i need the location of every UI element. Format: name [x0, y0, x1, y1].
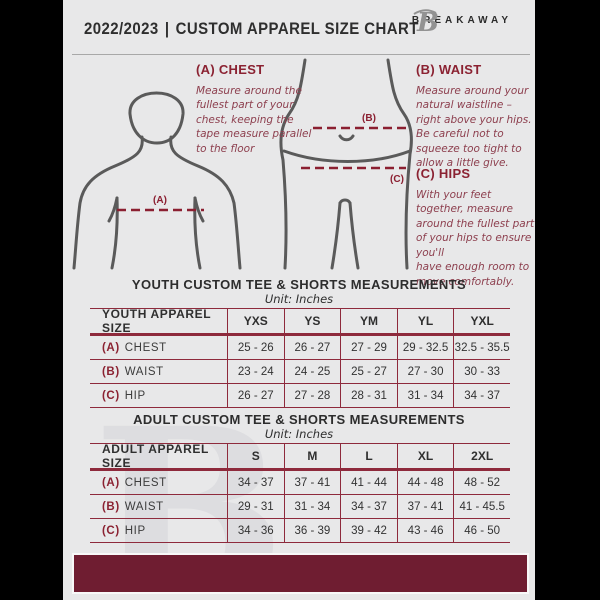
table-header-row: ADULT APPAREL SIZE S M L XL 2XL: [90, 442, 510, 470]
row-label-text: WAIST: [124, 500, 164, 513]
table-header-row: YOUTH APPAREL SIZE YXS YS YM YL YXL: [90, 307, 510, 335]
measurement-value-cell: 48 - 52: [453, 471, 510, 494]
measurement-value-cell: 41 - 44: [340, 471, 397, 494]
footer-bar: [72, 553, 529, 594]
measurement-row-label: (C) HIP: [90, 384, 227, 407]
table-header-label: YOUTH APPAREL SIZE: [102, 307, 211, 335]
measurement-value-cell: 28 - 31: [340, 384, 397, 407]
row-label-text: CHEST: [124, 341, 167, 354]
measurement-value-cell: 41 - 45.5: [453, 495, 510, 518]
size-column-header: M: [283, 444, 341, 468]
measurement-value-cell: 31 - 34: [283, 495, 341, 518]
table-row: (C) HIP 34 - 36 36 - 39 39 - 42 43 - 46 46 - 5…: [90, 518, 510, 543]
row-marker-prefix: (C): [102, 389, 120, 402]
measurement-value-cell: 25 - 27: [340, 360, 397, 383]
measurement-value-cell: 27 - 29: [340, 336, 397, 359]
page-title: 2022/2023 | CUSTOM APPAREL SIZE CHART: [84, 19, 419, 39]
chart-title: CUSTOM APPAREL SIZE CHART: [175, 19, 419, 38]
table-row: (A) CHEST 34 - 37 37 - 41 41 - 44 44 - 48 48 -…: [90, 470, 510, 494]
hips-instruction-heading: (C) HIPS: [416, 166, 471, 181]
row-label-text: CHEST: [124, 476, 167, 489]
row-marker-prefix: (A): [102, 476, 120, 489]
brand-name: BREAKAWAY: [411, 15, 512, 26]
adult-size-table: ADULT APPAREL SIZE S M L XL 2XL (A) CHEST 34 - 3…: [90, 442, 510, 543]
hip-marker-label: (C): [390, 174, 404, 185]
season-label: 2022/2023: [84, 19, 159, 38]
size-column-header: YXL: [453, 309, 510, 333]
row-marker-prefix: (C): [102, 524, 120, 537]
measurement-value-cell: 34 - 37: [340, 495, 397, 518]
measurement-value-cell: 31 - 34: [396, 384, 454, 407]
size-column-header: YM: [340, 309, 397, 333]
size-column-header: 2XL: [453, 444, 510, 468]
measurement-value-cell: 30 - 33: [453, 360, 510, 383]
measurement-value-cell: 37 - 41: [396, 495, 454, 518]
table-row: (B) WAIST 23 - 24 24 - 25 25 - 27 27 - 30 30 -…: [90, 359, 510, 383]
size-column-header: XL: [396, 444, 454, 468]
measurement-value-cell: 29 - 31: [227, 495, 284, 518]
measurement-value-cell: 27 - 30: [396, 360, 454, 383]
size-column-header: YXS: [227, 309, 284, 333]
measurement-value-cell: 26 - 27: [227, 384, 284, 407]
chest-instruction-heading: (A) CHEST: [196, 62, 265, 77]
title-separator: |: [164, 19, 170, 38]
row-marker-prefix: (A): [102, 341, 120, 354]
youth-table-title: YOUTH CUSTOM TEE & SHORTS MEASUREMENTS: [131, 277, 467, 292]
measurement-value-cell: 46 - 50: [453, 519, 510, 542]
measurement-value-cell: 39 - 42: [340, 519, 397, 542]
measurement-value-cell: 44 - 48: [396, 471, 454, 494]
brand-logo: B BREAKAWAY: [411, 8, 512, 38]
lower-body-diagram: (B) (C): [279, 58, 413, 270]
measurement-value-cell: 34 - 37: [227, 471, 284, 494]
breakaway-b-monogram-icon: B: [413, 8, 439, 38]
row-label-text: WAIST: [124, 365, 164, 378]
adult-table-unit: Unit: Inches: [264, 427, 334, 441]
youth-table-unit: Unit: Inches: [264, 292, 334, 306]
measurement-value-cell: 32.5 - 35.5: [453, 336, 510, 359]
measurement-value-cell: 26 - 27: [283, 336, 341, 359]
size-column-header: S: [227, 444, 284, 468]
chest-marker-label: (A): [153, 195, 167, 206]
row-label-text: HIP: [124, 389, 146, 402]
measurement-row-label: (A) CHEST: [90, 336, 227, 359]
waist-instruction-heading: (B) WAIST: [416, 62, 482, 77]
size-column-header: L: [340, 444, 397, 468]
measurement-value-cell: 34 - 36: [227, 519, 284, 542]
table-header-label: ADULT APPAREL SIZE: [102, 442, 209, 470]
measurement-value-cell: 29 - 32.5: [396, 336, 454, 359]
measurement-value-cell: 24 - 25: [283, 360, 341, 383]
measurement-value-cell: 37 - 41: [283, 471, 341, 494]
adult-table-title: ADULT CUSTOM TEE & SHORTS MEASUREMENTS: [133, 412, 465, 427]
waist-instruction-text: Measure around your natural waistline – …: [416, 85, 532, 170]
measurement-value-cell: 23 - 24: [227, 360, 284, 383]
measurement-value-cell: 27 - 28: [283, 384, 341, 407]
measurement-row-label: (A) CHEST: [90, 471, 227, 494]
row-label-text: HIP: [124, 524, 146, 537]
row-marker-prefix: (B): [102, 500, 120, 513]
chart-content-panel: B 2022/2023 | CUSTOM APPAREL SIZE CHART …: [63, 0, 535, 600]
measurement-row-label: (B) WAIST: [90, 360, 227, 383]
measurement-value-cell: 34 - 37: [453, 384, 510, 407]
waist-marker-label: (B): [362, 113, 376, 124]
table-row: (B) WAIST 29 - 31 31 - 34 34 - 37 37 - 41 41 -…: [90, 494, 510, 518]
size-column-header: YS: [283, 309, 341, 333]
svg-text:B: B: [416, 8, 439, 38]
chest-instruction-text: Measure around the fullest part of your …: [196, 85, 312, 155]
measurement-value-cell: 25 - 26: [227, 336, 284, 359]
header-divider: [72, 54, 530, 55]
row-marker-prefix: (B): [102, 365, 120, 378]
measurement-value-cell: 43 - 46: [396, 519, 454, 542]
table-row: (A) CHEST 25 - 26 26 - 27 27 - 29 29 - 32.5 32…: [90, 335, 510, 359]
measurement-value-cell: 36 - 39: [283, 519, 341, 542]
youth-size-table: YOUTH APPAREL SIZE YXS YS YM YL YXL (A) CHEST 25…: [90, 307, 510, 408]
measurement-row-label: (B) WAIST: [90, 495, 227, 518]
table-row: (C) HIP 26 - 27 27 - 28 28 - 31 31 - 34 34 - 3…: [90, 383, 510, 408]
measurement-row-label: (C) HIP: [90, 519, 227, 542]
upper-body-diagram: (A): [72, 91, 242, 270]
size-column-header: YL: [396, 309, 454, 333]
hips-instruction-text: With your feet together, measure around …: [416, 189, 535, 288]
